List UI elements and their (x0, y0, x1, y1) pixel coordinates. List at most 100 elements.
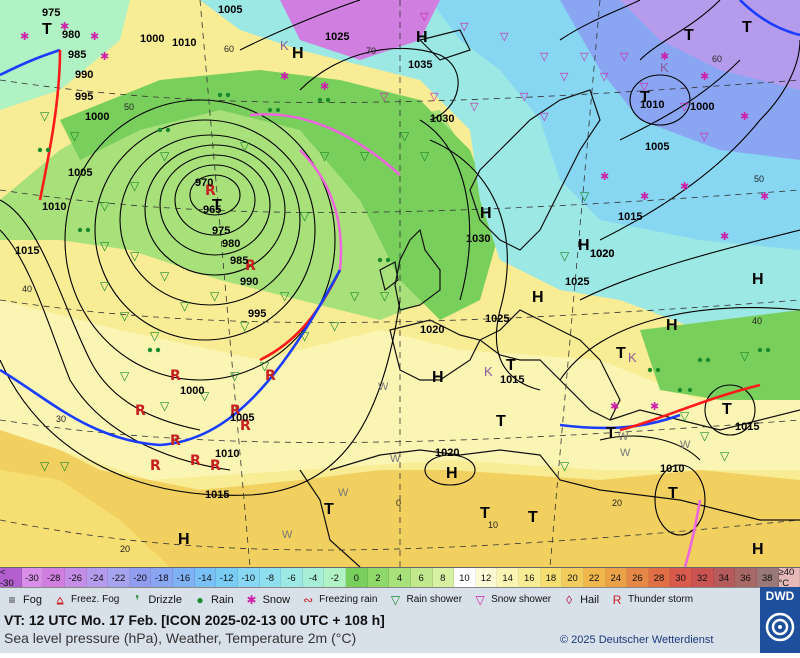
isobar-value: 1015 (205, 489, 229, 501)
isobar-value: 975 (42, 7, 60, 19)
svg-text:▽: ▽ (320, 149, 330, 163)
latitude-label: 50 (124, 102, 134, 112)
isobar-value: 1000 (85, 111, 109, 123)
scale-cell: -2 (324, 568, 346, 588)
warm-air-label: W (378, 381, 389, 393)
dwd-logo-text: DWD (760, 589, 800, 603)
scale-cell: -8 (260, 568, 282, 588)
svg-text:▽: ▽ (560, 70, 569, 83)
scale-cell: 36 (735, 568, 757, 588)
rain-shower-icon: ▽ (387, 593, 403, 607)
svg-text:▽: ▽ (740, 349, 750, 363)
svg-text:✱: ✱ (700, 70, 709, 83)
isobar-value: 970 (195, 177, 213, 189)
svg-text:▽: ▽ (350, 289, 360, 303)
isobar-value: 985 (68, 49, 86, 61)
legend-label: Drizzle (148, 594, 182, 606)
svg-text:▽: ▽ (700, 130, 709, 143)
svg-text:▽: ▽ (240, 139, 250, 153)
cold-air-label: K (628, 350, 637, 365)
legend-item: ▽Snow shower (468, 588, 551, 612)
latitude-label: 60 (224, 44, 234, 54)
isobar-value: 985 (230, 255, 248, 267)
high-pressure-label: H (432, 369, 444, 386)
svg-text:▽: ▽ (380, 90, 389, 103)
scale-cell: -16 (173, 568, 195, 588)
low-pressure-label: T (496, 413, 506, 430)
scale-cell: 0 (346, 568, 368, 588)
svg-text:▽: ▽ (240, 319, 250, 333)
scale-cell: 18 (541, 568, 563, 588)
legend-label: Snow shower (491, 595, 551, 605)
svg-text:▽: ▽ (40, 459, 50, 473)
warm-air-label: W (282, 529, 293, 541)
scale-cell: 32 (692, 568, 714, 588)
isobar-value: 1000 (140, 33, 164, 45)
scale-cell: -4 (303, 568, 325, 588)
warm-air-label: W (618, 431, 629, 443)
svg-text:▽: ▽ (580, 50, 589, 63)
svg-text:▽: ▽ (680, 409, 690, 423)
isobar-value: 1025 (485, 313, 509, 325)
svg-text:R: R (150, 458, 161, 474)
svg-text:▽: ▽ (70, 129, 80, 143)
svg-text:R: R (170, 433, 181, 449)
scale-cell: 24 (606, 568, 628, 588)
isobar-value: 1005 (230, 412, 254, 424)
svg-text:▽: ▽ (280, 289, 290, 303)
high-pressure-label: H (752, 541, 764, 558)
isobar-value: 1005 (218, 4, 242, 16)
svg-text:R: R (265, 368, 276, 384)
low-pressure-label: T (528, 509, 538, 526)
isobar-value: 995 (248, 308, 266, 320)
svg-text:✱: ✱ (680, 180, 689, 193)
scale-cell: -12 (216, 568, 238, 588)
isobar-value: 1025 (565, 276, 589, 288)
svg-text:▽: ▽ (160, 149, 170, 163)
svg-text:▽: ▽ (470, 100, 479, 113)
high-pressure-label: H (416, 29, 428, 46)
svg-text:✱: ✱ (720, 230, 729, 243)
svg-text:▽: ▽ (120, 369, 130, 383)
scale-cell: 26 (627, 568, 649, 588)
svg-text:✱: ✱ (610, 400, 619, 413)
high-pressure-label: H (480, 205, 492, 222)
svg-text:▽: ▽ (620, 50, 629, 63)
svg-text:✱: ✱ (280, 70, 289, 83)
legend-label: Thunder storm (628, 595, 693, 605)
snow-shower-icon: ▽ (472, 593, 488, 607)
isobar-value: 975 (212, 225, 230, 237)
scale-cell: 6 (411, 568, 433, 588)
isobar-value: 1015 (735, 421, 759, 433)
isobar-value: 1010 (660, 463, 684, 475)
svg-text:✱: ✱ (90, 30, 99, 43)
svg-text:▽: ▽ (100, 239, 110, 253)
map-subtitle: Sea level pressure (hPa), Weather, Tempe… (4, 630, 356, 646)
scale-cell: 4 (389, 568, 411, 588)
svg-text:▽: ▽ (210, 289, 220, 303)
legend-item: ⩠Freez. Fog (48, 588, 119, 612)
high-pressure-label: H (532, 289, 544, 306)
svg-text:▽: ▽ (400, 129, 410, 143)
svg-text:✱: ✱ (600, 170, 609, 183)
svg-text:▽: ▽ (540, 50, 549, 63)
weather-map: ▽▽▽▽ ▽▽▽▽ ▽▽▽▽ ▽▽▽▽ ▽▽▽▽ ▽▽▽▽ ▽▽▽▽ ▽▽▽▽ … (0, 0, 800, 567)
svg-text:▽: ▽ (420, 149, 430, 163)
freezing-rain-icon: ∾ (300, 593, 316, 607)
isobar-value: 995 (75, 91, 93, 103)
legend-label: Freez. Fog (71, 595, 119, 605)
isobar-value: 980 (222, 238, 240, 250)
svg-text:▽: ▽ (380, 289, 390, 303)
legend-label: Rain (211, 594, 234, 606)
isobar-value: 1020 (590, 248, 614, 260)
legend-item: ✱Snow (240, 588, 291, 612)
svg-text:▽: ▽ (420, 10, 429, 23)
scale-cell: -26 (65, 568, 87, 588)
svg-text:▽: ▽ (600, 70, 609, 83)
latitude-label: 20 (120, 544, 130, 554)
drizzle-icon: ❜ (129, 593, 145, 607)
legend-bar: ≡Fog⩠Freez. Fog❜Drizzle●Rain✱Snow∾Freezi… (0, 587, 800, 612)
scale-cell: -20 (130, 568, 152, 588)
latitude-label: 40 (752, 316, 762, 326)
